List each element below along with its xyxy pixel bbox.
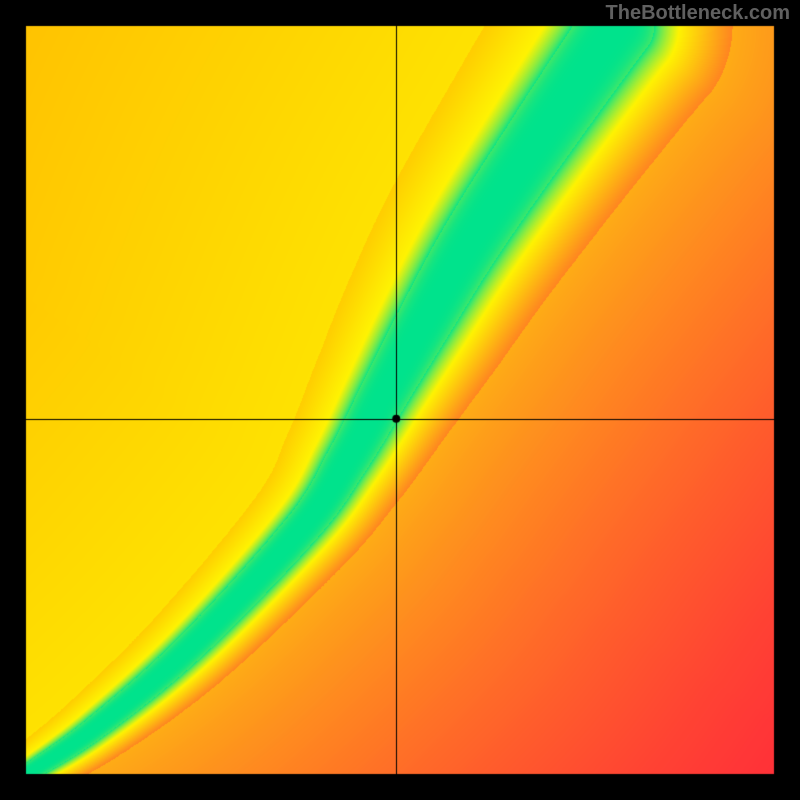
bottleneck-heatmap: [0, 0, 800, 800]
chart-container: TheBottleneck.com: [0, 0, 800, 800]
watermark-text: TheBottleneck.com: [606, 2, 790, 25]
